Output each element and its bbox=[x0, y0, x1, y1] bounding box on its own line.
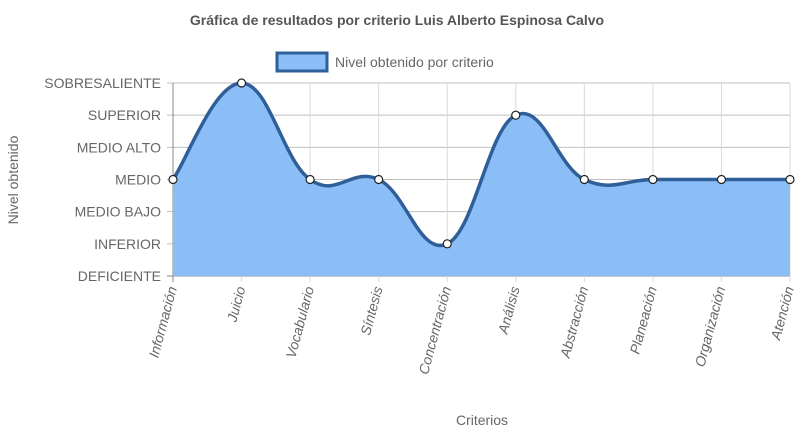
legend[interactable]: Nivel obtenido por criterio bbox=[275, 51, 494, 73]
data-point bbox=[168, 174, 178, 185]
x-tick-label: Síntesis bbox=[357, 285, 385, 337]
data-point bbox=[648, 174, 658, 185]
data-point bbox=[785, 174, 795, 185]
legend-swatch bbox=[275, 51, 329, 73]
data-point bbox=[579, 174, 589, 185]
series-line bbox=[171, 81, 790, 248]
data-point bbox=[442, 239, 452, 249]
x-tick-label: Abstracción bbox=[557, 284, 592, 360]
area-layer bbox=[171, 81, 790, 276]
x-tick-labels: Información Juicio Vocabulario Síntesis Conc… bbox=[146, 284, 795, 376]
x-tick-label: Vocabulario bbox=[283, 284, 318, 359]
data-point bbox=[305, 174, 315, 185]
y-tick-label: SUPERIOR bbox=[88, 107, 161, 123]
data-point bbox=[374, 174, 384, 185]
x-tick-label: Información bbox=[146, 284, 180, 359]
y-tick-label: INFERIOR bbox=[94, 236, 161, 252]
y-tick-label: DEFICIENTE bbox=[78, 268, 161, 284]
chart-title: Gráfica de resultados por criterio Luis … bbox=[190, 12, 604, 28]
data-point bbox=[511, 110, 521, 120]
x-tick-label: Juicio bbox=[223, 284, 248, 324]
data-point bbox=[716, 174, 727, 185]
x-tick-label: Organización bbox=[692, 284, 729, 368]
y-axis-title: Nivel obtenido bbox=[5, 135, 21, 224]
y-tick-label: SOBRESALIENTE bbox=[44, 75, 161, 91]
y-tick-labels: DEFICIENTE INFERIOR MEDIO BAJO MEDIO MEDIO A… bbox=[44, 75, 161, 284]
y-tick-label: MEDIO bbox=[115, 172, 161, 188]
x-tick-label: Concentración bbox=[415, 284, 454, 376]
y-tick-label: MEDIO ALTO bbox=[77, 139, 161, 155]
legend-label: Nivel obtenido por criterio bbox=[335, 54, 494, 70]
data-point bbox=[236, 78, 247, 88]
data-points bbox=[168, 78, 795, 249]
x-tick-label: Atención bbox=[767, 284, 795, 342]
x-tick-label: Análisis bbox=[494, 285, 522, 337]
x-axis-title: Criterios bbox=[456, 412, 508, 428]
y-tick-label: MEDIO BAJO bbox=[75, 204, 161, 220]
x-tick-label: Planeación bbox=[626, 284, 659, 355]
